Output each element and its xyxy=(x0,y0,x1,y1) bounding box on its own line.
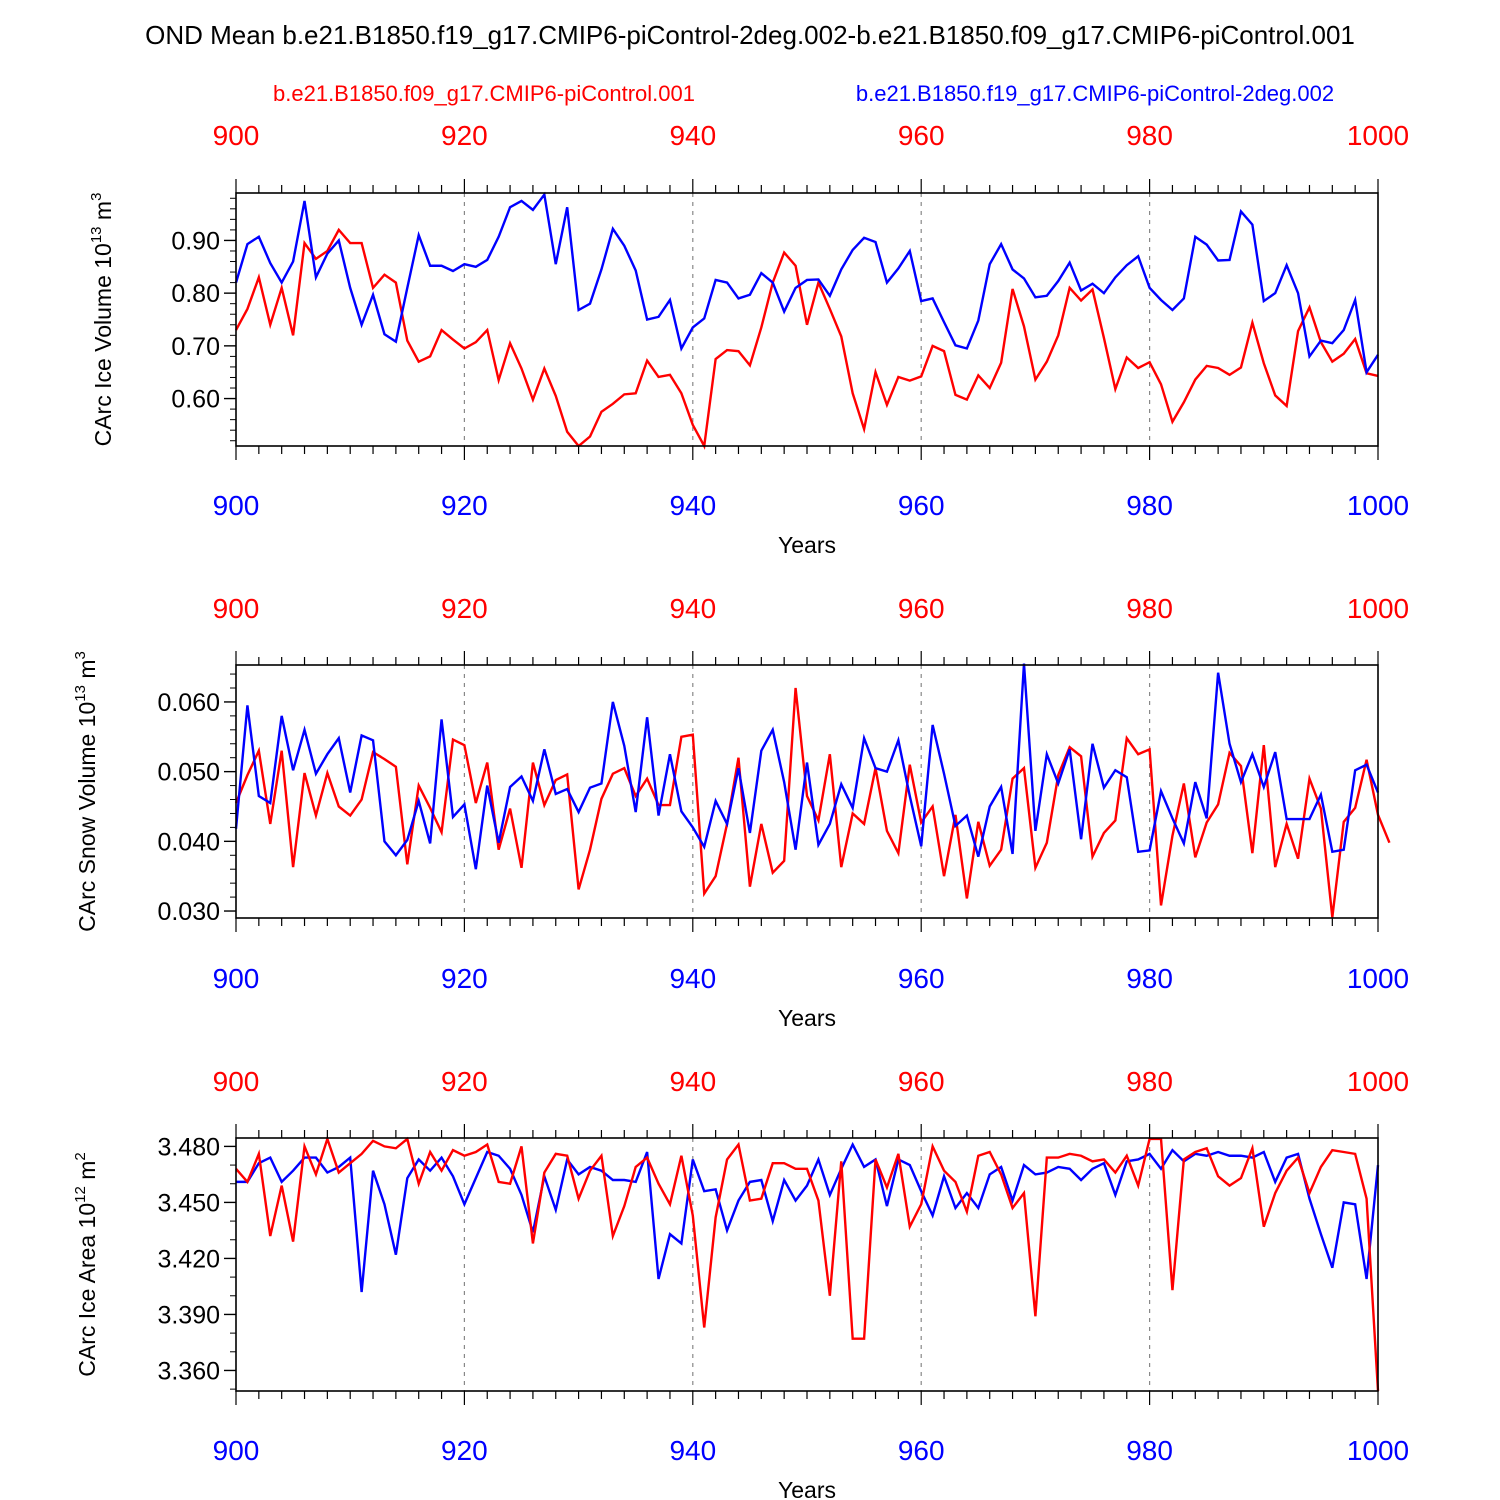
x-tick-label-bottom: 900 xyxy=(213,963,260,994)
x-tick-label-top: 960 xyxy=(898,120,945,151)
series-line-blue xyxy=(236,1141,1380,1293)
x-tick-label-bottom: 960 xyxy=(898,1435,945,1466)
x-tick-label-top: 1000 xyxy=(1347,120,1409,151)
x-axis-label: Years xyxy=(778,1477,836,1500)
x-tick-label-top: 980 xyxy=(1126,1066,1173,1097)
y-tick-label: 3.390 xyxy=(157,1301,220,1329)
x-tick-label-top: 960 xyxy=(898,1066,945,1097)
x-tick-label-top: 960 xyxy=(898,593,945,624)
x-tick-label-bottom: 920 xyxy=(441,1435,488,1466)
series-line-red xyxy=(234,227,1379,450)
x-tick-label-top: 900 xyxy=(213,120,260,151)
x-tick-label-bottom: 960 xyxy=(898,963,945,994)
y-tick-label: 0.70 xyxy=(171,333,220,361)
y-tick-label: 3.420 xyxy=(157,1245,220,1273)
x-tick-label-top: 1000 xyxy=(1347,593,1409,624)
x-tick-label-top: 900 xyxy=(213,1066,260,1097)
x-tick-label-top: 940 xyxy=(669,1066,716,1097)
x-axis-label: Years xyxy=(778,1005,836,1031)
x-tick-label-top: 900 xyxy=(213,593,260,624)
x-tick-label-bottom: 980 xyxy=(1126,490,1173,521)
y-tick-label: 3.360 xyxy=(157,1357,220,1385)
y-tick-label: 3.450 xyxy=(157,1189,220,1217)
x-tick-label-bottom: 940 xyxy=(669,1435,716,1466)
x-tick-label-bottom: 920 xyxy=(441,963,488,994)
x-tick-label-top: 920 xyxy=(441,593,488,624)
x-tick-label-top: 920 xyxy=(441,1066,488,1097)
panel-ice-area: 3.360 3.390 3.420 3.450 3.480 900 900 920 920 940… xyxy=(72,1066,1409,1500)
x-tick-label-top: 980 xyxy=(1126,120,1173,151)
panel-ice-volume: 0.60 0.70 0.80 0.90 900 900 920 920 940 940 960 960… xyxy=(88,120,1409,558)
y-tick-label: 0.90 xyxy=(171,227,220,255)
y-axis-label: CArc Snow Volume 1013 m3 xyxy=(72,651,100,932)
series-line-blue xyxy=(234,191,1380,376)
x-tick-label-bottom: 1000 xyxy=(1347,490,1409,521)
panel-snow-volume: 0.030 0.040 0.050 0.060 900 900 920 920 940 940 96… xyxy=(72,593,1409,1031)
x-tick-label-bottom: 940 xyxy=(669,963,716,994)
y-tick-label: 0.80 xyxy=(171,280,220,308)
x-tick-label-bottom: 940 xyxy=(669,490,716,521)
x-tick-label-top: 980 xyxy=(1126,593,1173,624)
x-tick-label-bottom: 960 xyxy=(898,490,945,521)
figure-title: OND Mean b.e21.B1850.f19_g17.CMIP6-piCon… xyxy=(145,20,1355,50)
x-tick-label-bottom: 900 xyxy=(213,1435,260,1466)
legend-red-label: b.e21.B1850.f09_g17.CMIP6-piControl.001 xyxy=(273,81,695,106)
x-tick-label-top: 940 xyxy=(669,120,716,151)
x-tick-label-top: 1000 xyxy=(1347,1066,1409,1097)
x-tick-label-bottom: 900 xyxy=(213,490,260,521)
x-axis-label: Years xyxy=(778,532,836,558)
legend-blue-label: b.e21.B1850.f19_g17.CMIP6-piControl-2deg… xyxy=(856,81,1334,106)
y-axis-label: CArc Ice Area 1012 m2 xyxy=(72,1152,100,1376)
x-tick-label-bottom: 1000 xyxy=(1347,963,1409,994)
x-tick-label-top: 920 xyxy=(441,120,488,151)
y-tick-label: 0.030 xyxy=(157,898,220,926)
x-tick-label-bottom: 980 xyxy=(1126,1435,1173,1466)
y-tick-label: 0.050 xyxy=(157,759,220,787)
y-tick-label: 0.60 xyxy=(171,386,220,414)
x-tick-label-bottom: 980 xyxy=(1126,963,1173,994)
y-tick-label: 0.040 xyxy=(157,828,220,856)
x-tick-label-top: 940 xyxy=(669,593,716,624)
y-tick-label: 3.480 xyxy=(157,1133,220,1161)
y-tick-label: 0.060 xyxy=(157,689,220,717)
y-axis-label: CArc Ice Volume 1013 m3 xyxy=(88,193,116,447)
x-tick-label-bottom: 1000 xyxy=(1347,1435,1409,1466)
series-line-red xyxy=(235,1135,1380,1392)
x-tick-label-bottom: 920 xyxy=(441,490,488,521)
series-line-blue xyxy=(234,663,1380,870)
